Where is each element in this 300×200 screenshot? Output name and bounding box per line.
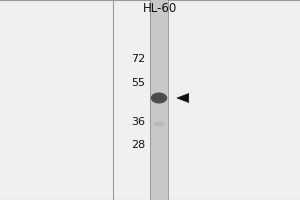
Text: 72: 72 — [131, 54, 146, 64]
Ellipse shape — [153, 121, 165, 127]
Text: HL-60: HL-60 — [143, 2, 178, 16]
Text: 28: 28 — [131, 140, 146, 150]
Polygon shape — [177, 94, 189, 102]
Text: 55: 55 — [131, 78, 146, 88]
Text: 36: 36 — [131, 117, 146, 127]
Ellipse shape — [151, 92, 167, 104]
Bar — [150, 0, 168, 200]
